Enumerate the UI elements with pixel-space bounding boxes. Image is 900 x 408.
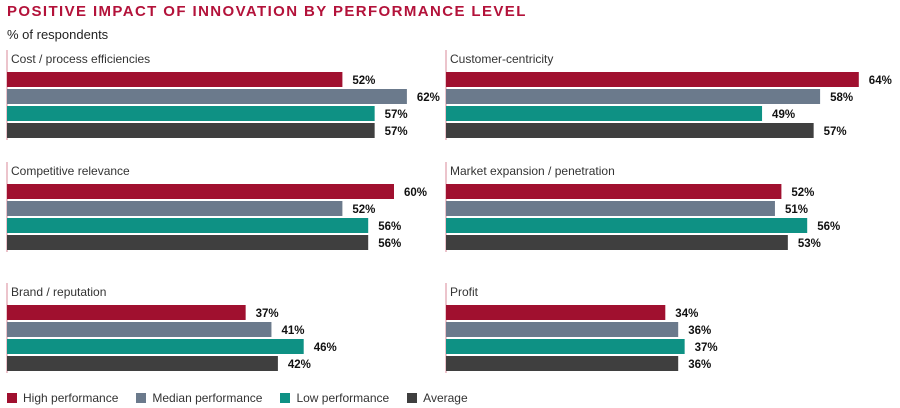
data-label-high: 60% bbox=[404, 187, 427, 199]
bar-low bbox=[7, 339, 304, 354]
bar-low bbox=[446, 106, 763, 121]
chart-subtitle: % of respondents bbox=[7, 27, 109, 42]
data-label-average: 57% bbox=[385, 126, 408, 138]
legend-label-high: High performance bbox=[23, 391, 119, 405]
bar-median bbox=[7, 201, 343, 216]
bar-low bbox=[446, 218, 808, 233]
data-label-low: 56% bbox=[378, 221, 401, 233]
panel-market-expansion-penetration: Market expansion / penetration 52% 51% 56% 5… bbox=[445, 162, 840, 252]
panel-title: Customer-centricity bbox=[450, 52, 553, 66]
data-label-low: 49% bbox=[772, 109, 795, 121]
bar-charts: Cost / process efficiencies52%62%57%57%C… bbox=[6, 50, 892, 373]
bar-low bbox=[7, 106, 375, 121]
data-label-median: 36% bbox=[688, 325, 711, 337]
bar-median bbox=[7, 89, 407, 104]
data-label-high: 52% bbox=[352, 75, 375, 87]
legend-swatch-median bbox=[136, 393, 147, 403]
legend-label-average: Average bbox=[423, 391, 468, 405]
chart-title: POSITIVE IMPACT OF INNOVATION BY PERFORM… bbox=[7, 3, 527, 20]
bar-high bbox=[7, 184, 394, 199]
panel-profit: Profit 34% 36% 37% 36% bbox=[445, 283, 718, 373]
data-label-high: 52% bbox=[791, 187, 814, 199]
data-label-low: 56% bbox=[817, 221, 840, 233]
bar-average bbox=[446, 356, 679, 371]
bar-median bbox=[446, 89, 821, 104]
data-label-average: 56% bbox=[378, 238, 401, 250]
bar-high bbox=[446, 72, 859, 87]
panel-cost-process-efficiencies: Cost / process efficiencies 52% 62% 57% 57% bbox=[6, 50, 440, 140]
bar-average bbox=[446, 123, 814, 138]
bar-high bbox=[446, 184, 782, 199]
legend-item-high: High performance bbox=[7, 391, 118, 405]
bar-high bbox=[7, 305, 246, 320]
legend-item-low: Low performance bbox=[280, 391, 389, 405]
bar-low bbox=[446, 339, 685, 354]
bar-median bbox=[446, 201, 775, 216]
data-label-average: 53% bbox=[798, 238, 821, 250]
bar-low bbox=[7, 218, 369, 233]
data-label-median: 62% bbox=[417, 92, 440, 104]
legend: High performance Median performance Low … bbox=[7, 391, 468, 405]
bar-median bbox=[7, 322, 272, 337]
data-label-average: 57% bbox=[824, 126, 847, 138]
data-label-median: 58% bbox=[830, 92, 853, 104]
legend-label-low: Low performance bbox=[296, 391, 390, 405]
data-label-average: 36% bbox=[688, 359, 711, 371]
panel-title: Cost / process efficiencies bbox=[11, 52, 150, 66]
data-label-average: 42% bbox=[288, 359, 311, 371]
bar-high bbox=[7, 72, 343, 87]
panel-title: Profit bbox=[450, 285, 479, 299]
legend-swatch-average bbox=[407, 393, 418, 403]
legend-swatch-high bbox=[7, 393, 17, 403]
bar-average bbox=[7, 356, 278, 371]
panel-title: Market expansion / penetration bbox=[450, 164, 615, 178]
bar-median bbox=[446, 322, 679, 337]
data-label-low: 57% bbox=[385, 109, 408, 121]
bar-average bbox=[7, 123, 375, 138]
panel-brand-reputation: Brand / reputation 37%41% 46%42% bbox=[6, 283, 337, 373]
legend-item-median: Median performance bbox=[136, 391, 262, 405]
data-label-low: 37% bbox=[695, 342, 718, 354]
legend-swatch-low bbox=[280, 393, 291, 403]
data-label-high: 34% bbox=[675, 308, 698, 320]
panel-customer-centricity: Customer-centricity 64% 58% 49% 57% bbox=[445, 50, 892, 140]
legend-item-average: Average bbox=[407, 391, 468, 405]
data-label-median: 52% bbox=[352, 204, 375, 216]
data-label-median: 51% bbox=[785, 204, 808, 216]
bar-average bbox=[7, 235, 369, 250]
data-label-low: 46% bbox=[314, 342, 337, 354]
panel-title: Competitive relevance bbox=[11, 164, 130, 178]
data-label-median: 41% bbox=[281, 325, 304, 337]
data-label-high: 37% bbox=[256, 308, 279, 320]
data-label-high: 64% bbox=[869, 75, 892, 87]
panel-title: Brand / reputation bbox=[11, 285, 106, 299]
bar-high bbox=[446, 305, 666, 320]
legend-label-median: Median performance bbox=[152, 391, 263, 405]
bar-average bbox=[446, 235, 788, 250]
